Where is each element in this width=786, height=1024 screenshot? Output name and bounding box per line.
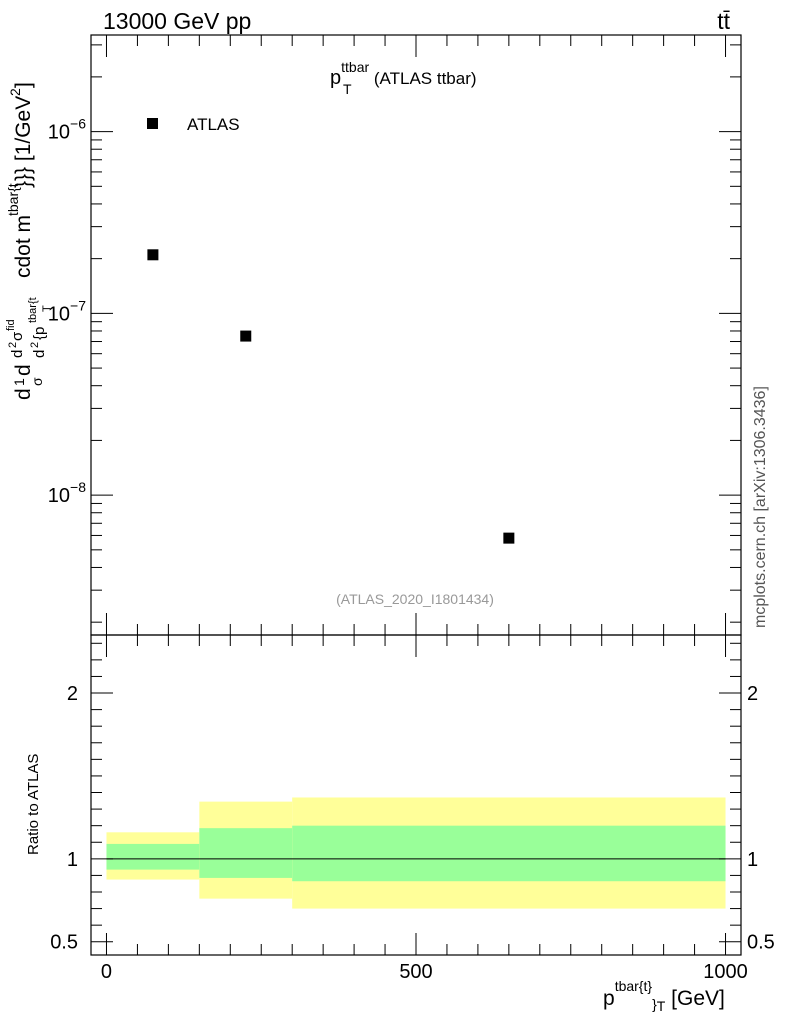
svg-text:d: d (9, 350, 26, 358)
x-axis-label-unit: [GeV] (665, 987, 725, 1010)
svg-text:1: 1 (11, 378, 27, 386)
ratio-y-tick-label-left: 0.5 (50, 932, 78, 954)
svg-text:{p: {p (31, 327, 48, 340)
tick-exponent: −6 (70, 116, 86, 132)
side-label: mcplots.cern.ch [arXiv:1306.3436] (752, 386, 769, 628)
svg-text:2: 2 (7, 342, 19, 348)
main-y-tick-label: 10−7 (48, 297, 86, 325)
svg-text:d: d (12, 364, 35, 376)
x-axis-label-sub: } (652, 996, 657, 1012)
svg-text:T: T (41, 305, 53, 312)
main-y-tick-label: 10−8 (48, 479, 86, 507)
x-axis-label: ptbar{t}}T [GeV] (603, 978, 725, 1014)
main-y-axis-label: d 1 σ d d 2 σ fid d 2 {p tbar{t T cdot m… (5, 82, 53, 400)
tick-base: 10 (48, 303, 70, 325)
ratio-y-tick-label-right: 0.5 (747, 932, 775, 954)
svg-text:]: ] (12, 82, 35, 88)
svg-text:cdot m: cdot m (12, 215, 35, 278)
main-title: pttbar (ATLAS ttbar) (330, 59, 477, 89)
tick-base: 10 (48, 485, 70, 507)
svg-text:2: 2 (29, 342, 41, 348)
ratio-bands (106, 797, 726, 909)
svg-text:tbar{t: tbar{t (27, 297, 39, 323)
main-title-rest: (ATLAS ttbar) (369, 69, 476, 88)
ratio-y-axis-label: Ratio to ATLAS (25, 754, 42, 855)
analysis-watermark: (ATLAS_2020_I1801434) (336, 591, 494, 607)
tick-exponent: −8 (70, 479, 86, 495)
tick-exponent: −7 (70, 297, 86, 313)
svg-text:}}} [1/GeV: }}} [1/GeV (12, 96, 35, 188)
ratio-y-tick-label-left: 1 (67, 849, 78, 871)
data-point (147, 249, 159, 261)
svg-text:fid: fid (5, 319, 17, 331)
main-y-ticks: 10−810−710−6 (48, 35, 741, 635)
ratio-panel: 0.5 0.5 1 1 2 2 0 500 1000 Ratio to ATLAS ptbar{… (25, 634, 775, 1014)
legend-marker (147, 118, 158, 129)
x-tick-label: 500 (399, 961, 432, 983)
ratio-y-tick-label-right: 1 (747, 849, 758, 871)
ratio-y-tick-label-left: 2 (67, 683, 78, 705)
main-y-tick-label: 10−6 (48, 116, 86, 144)
ratio-ticks: 0.5 0.5 1 1 2 2 0 500 1000 (50, 635, 775, 983)
svg-text:d: d (31, 350, 48, 358)
x-tick-label: 1000 (703, 961, 748, 983)
x-axis-label-sup: tbar{t} (615, 978, 653, 994)
main-panel: 10−810−710−6 pttbar (ATLAS ttbar) T ATLA… (5, 34, 742, 636)
main-data-points (147, 249, 515, 544)
x-axis-label-sub2: T (657, 998, 666, 1014)
ratio-y-tick-label-right: 2 (747, 683, 758, 705)
svg-text:d: d (12, 388, 35, 400)
svg-text:σ: σ (29, 377, 45, 386)
svg-text:2: 2 (7, 88, 23, 96)
data-point (503, 532, 515, 544)
main-title-sup: ttbar (341, 59, 369, 75)
ratio-inner-band (199, 828, 293, 878)
svg-text:tbar{t: tbar{t (5, 183, 21, 216)
data-point (240, 330, 252, 342)
ratio-inner-band (292, 825, 726, 882)
svg-text:σ: σ (9, 331, 26, 341)
legend-label: ATLAS (187, 115, 240, 134)
x-tick-label: 0 (101, 961, 112, 983)
header-right-label: tt̄ (717, 8, 730, 34)
main-title-sub: T (343, 81, 352, 97)
x-axis-label-main: p (603, 987, 615, 1010)
header-left-label: 13000 GeV pp (103, 8, 251, 34)
ratio-inner-band (106, 843, 200, 870)
tick-base: 10 (48, 122, 70, 144)
main-title-main: p (330, 67, 341, 89)
